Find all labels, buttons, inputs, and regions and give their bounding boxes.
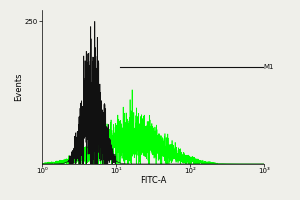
Y-axis label: Events: Events xyxy=(14,73,23,101)
X-axis label: FITC-A: FITC-A xyxy=(140,176,166,185)
Text: M1: M1 xyxy=(263,64,274,70)
